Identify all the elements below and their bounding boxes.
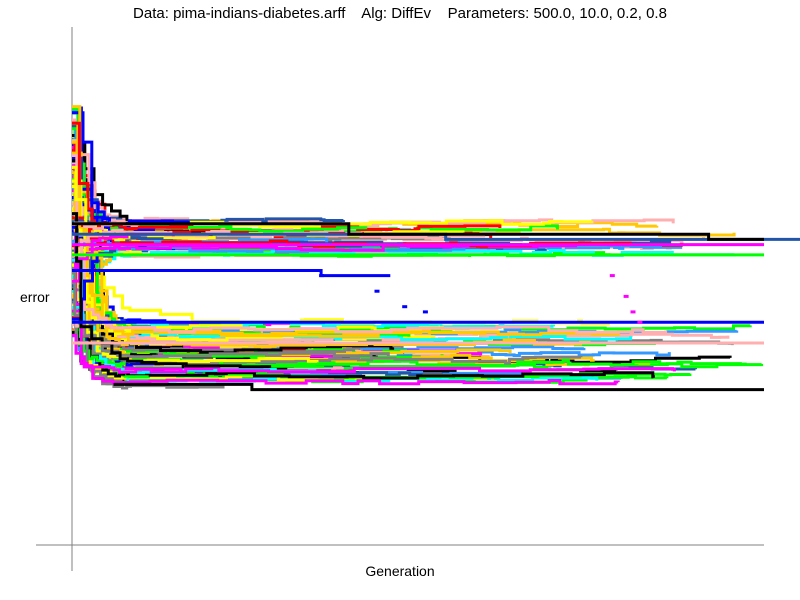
population-trace-146	[72, 312, 749, 367]
transit-point-0-1	[374, 289, 380, 293]
transit-point-1-3	[637, 320, 643, 324]
transit-point-0-0	[319, 274, 325, 278]
transit-point-1-1	[623, 294, 629, 298]
transit-point-0-2	[402, 305, 408, 309]
population-trace-198	[72, 212, 272, 369]
population-trace-195	[72, 165, 126, 242]
population-trace-15	[72, 111, 512, 228]
population-trace-185	[72, 271, 390, 359]
population-trace-182	[72, 179, 308, 342]
population-trace-197	[72, 333, 676, 374]
transit-point-1-2	[630, 310, 636, 314]
population-trace-174	[72, 164, 620, 386]
x-axis-label: Generation	[365, 563, 435, 579]
persistent-trace-7	[113, 382, 764, 392]
persistent-trace-1	[72, 222, 764, 241]
population-trace-173	[72, 266, 404, 354]
persistent-trace-4	[72, 269, 391, 278]
population-trace-184	[72, 185, 455, 333]
y-axis-label: error	[20, 289, 50, 305]
chart-title: Data: pima-indians-diabetes.arff Alg: Di…	[133, 5, 667, 22]
population-trace-179	[72, 121, 628, 337]
transit-point-1-0	[609, 274, 615, 278]
population-trace-190	[72, 154, 668, 334]
transit-point-0-3	[422, 310, 428, 314]
persistent-trace-0	[72, 232, 800, 241]
series-layer	[72, 105, 800, 392]
